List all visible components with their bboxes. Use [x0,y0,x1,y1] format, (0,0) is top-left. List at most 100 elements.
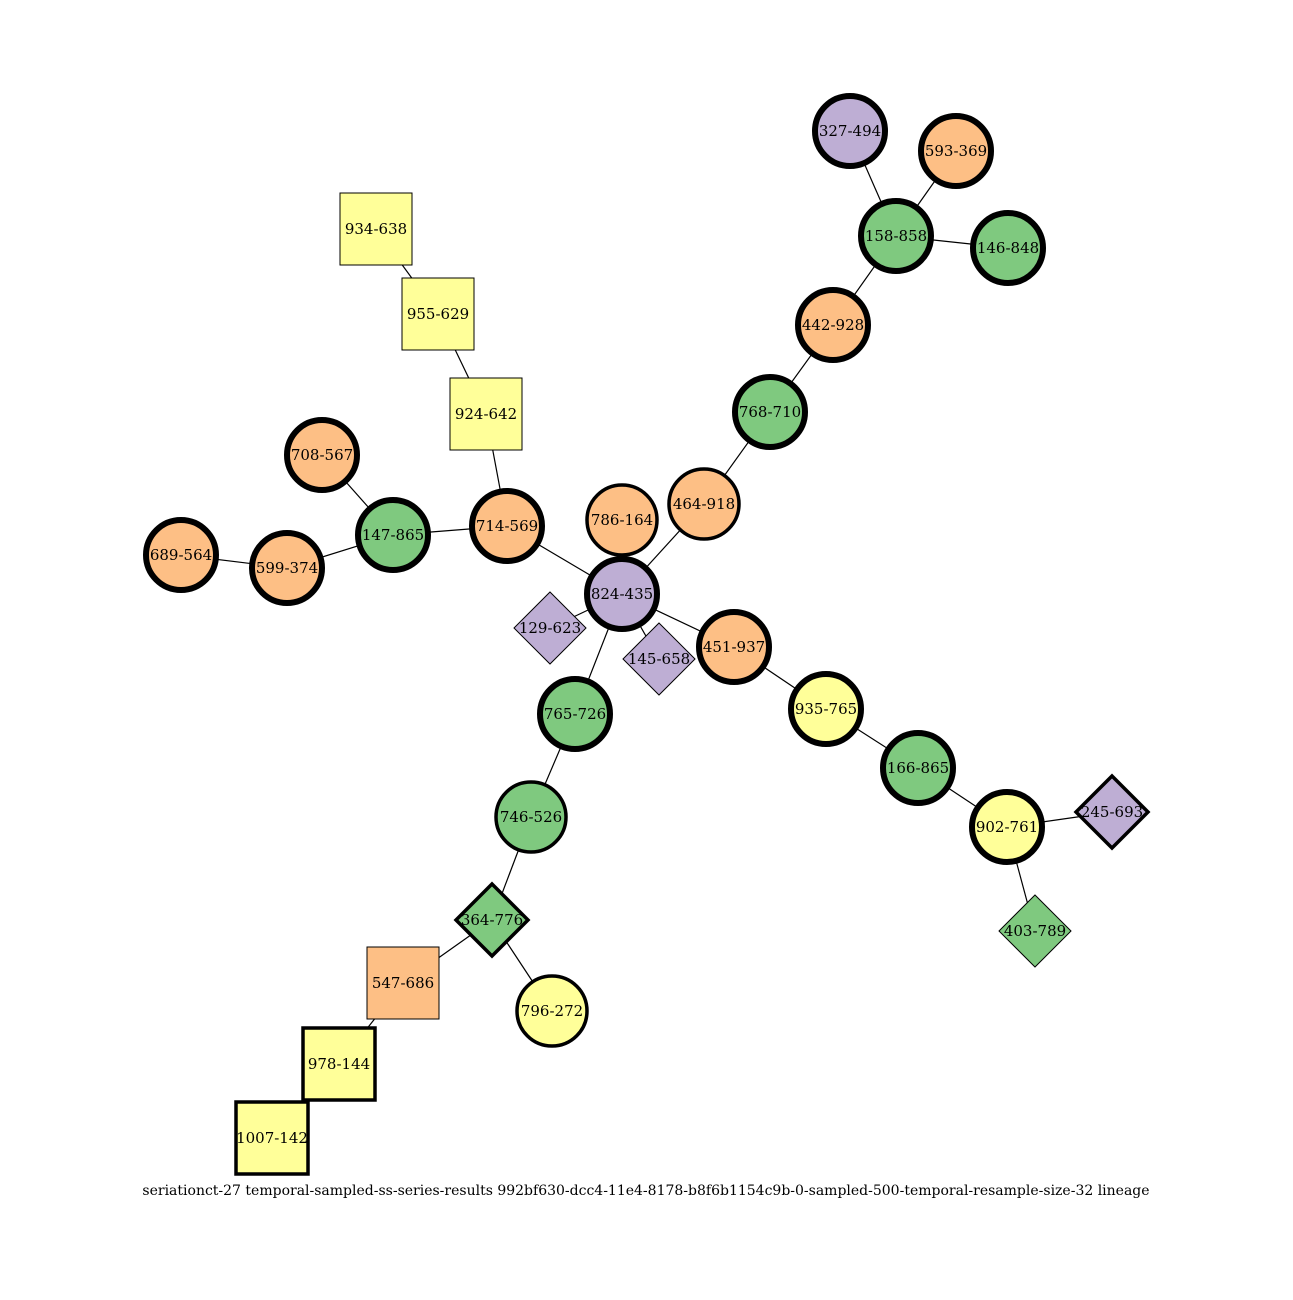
node-circle-shape [284,417,360,493]
node-label: 464-918 [673,495,735,513]
node-label: 824-435 [591,585,653,603]
node-label: 166-865 [887,759,949,777]
node-label: 158-858 [865,227,927,245]
node-label: 746-526 [500,808,562,826]
node-circle-shape [795,287,871,363]
node-label: 327-494 [819,122,881,140]
node-circle-shape [969,789,1045,865]
node-768-710[interactable]: 768-710 [732,374,808,450]
node-circle-shape [584,556,660,632]
node-circle-shape [812,93,888,169]
node-label: 442-928 [802,316,864,334]
diagram-caption: seriationct-27 temporal-sampled-ss-serie… [142,1183,1149,1199]
node-934-638[interactable]: 934-638 [339,192,413,266]
node-circle-shape [732,374,808,450]
node-464-918[interactable]: 464-918 [667,467,741,541]
node-square-shape [401,277,475,351]
node-955-629[interactable]: 955-629 [401,277,475,351]
node-746-526[interactable]: 746-526 [494,780,568,854]
node-square-shape [339,192,413,266]
node-diamond-shape [998,894,1072,968]
node-147-865[interactable]: 147-865 [355,497,431,573]
node-364-776[interactable]: 364-776 [453,881,531,959]
node-diamond-shape [513,591,587,665]
node-circle-shape [667,467,741,541]
node-diamond-shape [1073,773,1151,851]
node-786-164[interactable]: 786-164 [585,483,659,557]
node-593-369[interactable]: 593-369 [918,113,994,189]
node-label: 786-164 [591,511,653,529]
node-label: 245-693 [1081,803,1143,821]
node-label: 599-374 [256,559,318,577]
node-403-789[interactable]: 403-789 [998,894,1072,968]
node-1007-142[interactable]: 1007-142 [234,1100,310,1176]
node-label: 593-369 [925,142,987,160]
node-circle-shape [143,517,219,593]
node-square-shape [234,1100,310,1176]
node-label: 765-726 [544,705,606,723]
node-label: 129-623 [519,619,581,637]
node-label: 147-865 [362,526,424,544]
node-square-shape [301,1026,377,1102]
node-circle-shape [469,488,545,564]
node-935-765[interactable]: 935-765 [788,671,864,747]
node-label: 934-638 [345,220,407,238]
node-label: 708-567 [291,446,353,464]
node-label: 689-564 [150,546,212,564]
node-diamond-shape [453,881,531,959]
node-245-693[interactable]: 245-693 [1073,773,1151,851]
node-978-144[interactable]: 978-144 [301,1026,377,1102]
node-708-567[interactable]: 708-567 [284,417,360,493]
node-714-569[interactable]: 714-569 [469,488,545,564]
node-547-686[interactable]: 547-686 [366,946,440,1020]
nodes-layer: 824-435 786-164 464-918 768-710 442-928 158-8… [143,93,1151,1176]
node-765-726[interactable]: 765-726 [537,676,613,752]
node-label: 924-642 [455,405,517,423]
node-label: 902-761 [976,818,1038,836]
node-label: 403-789 [1004,922,1066,940]
node-label: 146-848 [977,239,1039,257]
node-451-937[interactable]: 451-937 [696,609,772,685]
node-924-642[interactable]: 924-642 [449,377,523,451]
node-circle-shape [880,730,956,806]
node-label: 935-765 [795,700,857,718]
node-label: 364-776 [461,911,523,929]
node-circle-shape [696,609,772,685]
node-158-858[interactable]: 158-858 [858,198,934,274]
node-label: 547-686 [372,974,434,992]
node-166-865[interactable]: 166-865 [880,730,956,806]
node-circle-shape [970,210,1046,286]
node-902-761[interactable]: 902-761 [969,789,1045,865]
node-442-928[interactable]: 442-928 [795,287,871,363]
node-689-564[interactable]: 689-564 [143,517,219,593]
node-145-658[interactable]: 145-658 [622,622,696,696]
node-label: 796-272 [521,1002,583,1020]
node-square-shape [449,377,523,451]
node-796-272[interactable]: 796-272 [515,974,589,1048]
node-label: 1007-142 [236,1129,308,1147]
node-label: 768-710 [739,403,801,421]
node-circle-shape [515,974,589,1048]
node-circle-shape [537,676,613,752]
node-label: 955-629 [407,305,469,323]
node-circle-shape [249,530,325,606]
node-824-435[interactable]: 824-435 [584,556,660,632]
node-circle-shape [788,671,864,747]
edges-layer [180,130,1113,1139]
node-circle-shape [858,198,934,274]
node-circle-shape [585,483,659,557]
node-label: 978-144 [308,1055,370,1073]
node-circle-shape [494,780,568,854]
node-circle-shape [918,113,994,189]
node-label: 145-658 [628,650,690,668]
node-label: 714-569 [476,517,538,535]
node-129-623[interactable]: 129-623 [513,591,587,665]
node-146-848[interactable]: 146-848 [970,210,1046,286]
node-327-494[interactable]: 327-494 [812,93,888,169]
node-599-374[interactable]: 599-374 [249,530,325,606]
node-label: 451-937 [703,638,765,656]
node-circle-shape [355,497,431,573]
node-diamond-shape [622,622,696,696]
node-square-shape [366,946,440,1020]
